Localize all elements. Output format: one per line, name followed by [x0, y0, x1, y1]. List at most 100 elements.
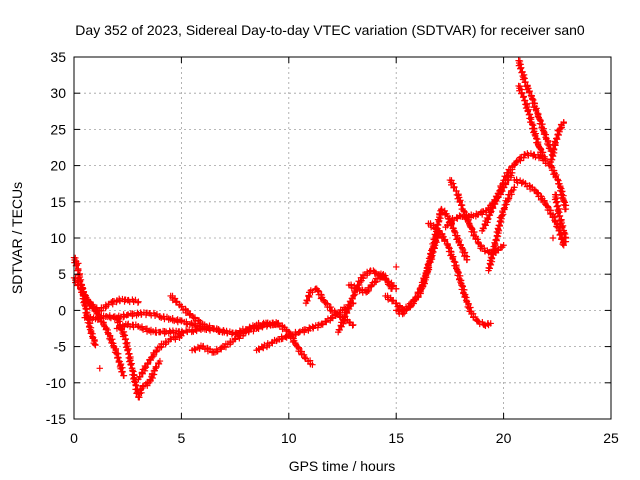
data-point — [511, 184, 518, 191]
data-point — [553, 135, 560, 142]
data-point — [138, 323, 146, 330]
data-point — [435, 227, 443, 234]
data-point — [549, 152, 557, 160]
data-point — [393, 263, 400, 271]
data-point — [428, 254, 435, 261]
data-point — [518, 89, 526, 97]
data-point — [191, 314, 199, 321]
data-point — [430, 236, 438, 243]
data-point — [529, 122, 537, 129]
data-point — [562, 205, 570, 213]
data-point — [457, 278, 464, 286]
data-point — [275, 319, 282, 327]
data-point — [350, 321, 357, 329]
data-point — [345, 305, 353, 313]
data-point — [106, 332, 114, 339]
chart-title: Day 352 of 2023, Sidereal Day-to-day VTE… — [75, 22, 585, 38]
data-point — [371, 268, 378, 275]
data-points — [70, 57, 570, 401]
data-point — [532, 106, 539, 113]
data-point — [309, 361, 316, 368]
data-point — [517, 65, 524, 72]
data-point — [456, 197, 463, 205]
data-point — [444, 221, 451, 229]
data-point — [499, 180, 506, 188]
data-point — [80, 289, 87, 296]
data-point — [258, 322, 265, 330]
data-point — [500, 242, 507, 249]
data-point — [319, 321, 326, 328]
data-point — [130, 368, 137, 375]
x-tick-label: 10 — [281, 430, 297, 446]
y-tick-label: -5 — [54, 339, 67, 355]
data-point — [555, 131, 562, 139]
data-point — [441, 237, 448, 244]
data-point — [318, 320, 325, 327]
data-point — [144, 360, 151, 367]
data-point — [471, 313, 479, 321]
data-point — [107, 336, 114, 344]
x-tick-label: 25 — [603, 430, 619, 446]
data-point — [393, 299, 400, 307]
data-point — [232, 329, 240, 336]
y-tick-label: 30 — [50, 85, 66, 101]
data-point — [489, 204, 496, 211]
data-point — [127, 361, 134, 368]
data-point — [485, 215, 492, 223]
data-point — [83, 296, 91, 303]
y-tick-label: 35 — [50, 49, 66, 65]
data-point — [75, 260, 82, 267]
data-point — [424, 261, 432, 268]
data-point — [136, 373, 143, 380]
y-tick-label: 10 — [50, 230, 66, 246]
data-point — [368, 282, 375, 290]
data-point — [433, 224, 440, 232]
data-point — [119, 368, 126, 376]
x-tick-label: 5 — [178, 430, 186, 446]
data-point — [153, 348, 160, 355]
data-point — [96, 365, 103, 372]
data-point — [390, 297, 397, 304]
y-tick-label: 25 — [50, 121, 66, 137]
data-point — [549, 234, 557, 242]
data-point — [347, 299, 354, 306]
x-tick-label: 20 — [496, 430, 512, 446]
data-point — [562, 238, 570, 245]
data-point — [522, 180, 529, 187]
y-axis-label: SDTVAR / TECUs — [9, 182, 25, 294]
data-point — [456, 212, 463, 219]
data-point — [492, 236, 499, 244]
data-point — [120, 372, 127, 379]
data-point — [131, 378, 138, 385]
data-point — [558, 223, 566, 230]
data-point — [493, 194, 500, 201]
data-point — [525, 88, 533, 96]
data-point — [525, 85, 532, 92]
data-point — [388, 285, 396, 292]
data-point — [488, 208, 495, 215]
data-point — [215, 326, 222, 333]
data-point — [495, 222, 503, 229]
data-point — [411, 297, 418, 304]
data-point — [86, 320, 94, 327]
data-point — [431, 225, 439, 233]
x-tick-label: 0 — [70, 430, 78, 446]
y-tick-label: 5 — [58, 266, 66, 282]
data-point — [487, 320, 494, 327]
data-point — [273, 337, 280, 345]
data-point — [531, 131, 538, 139]
data-point — [557, 125, 564, 132]
axis-ticks: 0 5 10 15 20 25 -15 -10 -5 0 5 10 15 20 25 30 35 — [46, 49, 619, 446]
data-point — [153, 363, 160, 371]
data-point — [487, 261, 495, 269]
data-point — [451, 228, 458, 235]
y-tick-label: -15 — [46, 411, 66, 427]
data-point — [403, 306, 410, 314]
y-tick-label: 20 — [50, 158, 66, 174]
x-axis-label: GPS time / hours — [289, 458, 396, 474]
data-point — [135, 298, 142, 305]
data-point — [332, 309, 340, 316]
data-point — [342, 313, 349, 320]
grid — [74, 57, 611, 419]
